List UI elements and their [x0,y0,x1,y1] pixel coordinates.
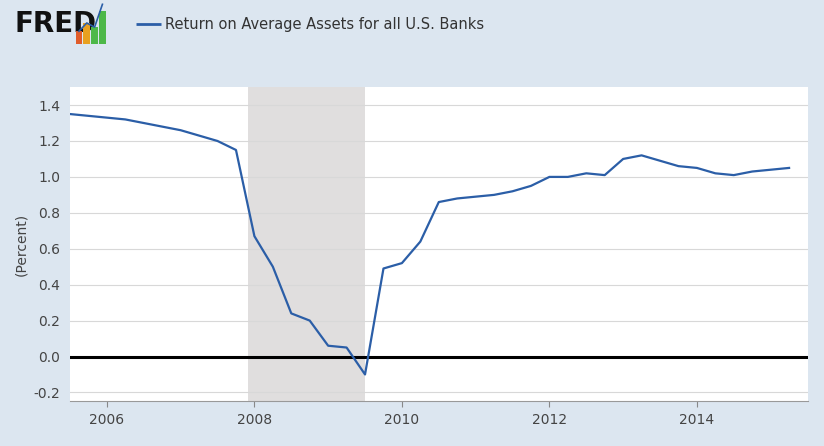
Bar [99,11,105,44]
Bar [76,31,82,44]
Bar [83,23,90,44]
Text: FRED: FRED [15,10,97,38]
Bar [248,87,365,401]
Text: Return on Average Assets for all U.S. Banks: Return on Average Assets for all U.S. Ba… [165,17,484,32]
Y-axis label: (Percent): (Percent) [14,213,28,276]
Bar [91,27,98,44]
